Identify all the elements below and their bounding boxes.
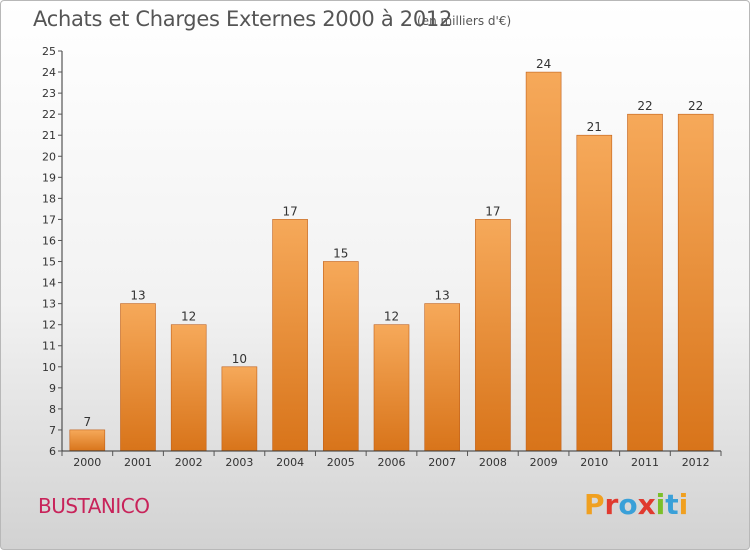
y-tick-label-14: 14 — [42, 277, 56, 290]
logo-letter: o — [618, 488, 638, 521]
bar-2012 — [677, 113, 714, 452]
x-tick-label-2008: 2008 — [479, 456, 507, 469]
logo-letter: r — [604, 488, 619, 521]
proxiti-logo[interactable]: Proxiti — [584, 488, 688, 521]
x-tick-label-2003: 2003 — [225, 456, 253, 469]
y-tick-label-7: 7 — [49, 424, 56, 437]
x-tick-label-2012: 2012 — [682, 456, 710, 469]
logo-letter: i — [655, 488, 666, 521]
bar-2011 — [627, 113, 663, 452]
x-tick-label-2011: 2011 — [631, 456, 659, 469]
data-label-2010: 21 — [587, 120, 602, 134]
x-tick-label-2005: 2005 — [327, 456, 355, 469]
y-tick-label-17: 17 — [42, 213, 56, 226]
y-tick-label-6: 6 — [49, 445, 56, 458]
bar-2000 — [69, 429, 106, 452]
chart-subtitle: (en milliers d'€) — [417, 14, 512, 28]
y-tick-label-12: 12 — [42, 319, 56, 332]
y-tick-label-24: 24 — [42, 66, 56, 79]
y-tick-label-15: 15 — [42, 256, 56, 269]
bar-2004 — [272, 219, 308, 452]
axes-group: 6 7 8 9 10 11 12 13 14 15 16 17 18 19 20 21 22 23 24 25 2000… — [42, 45, 722, 469]
y-tick-label-19: 19 — [42, 171, 56, 184]
data-label-2003: 10 — [232, 352, 247, 366]
data-label-2009: 24 — [536, 57, 551, 71]
logo-letter: i — [678, 488, 689, 521]
bar-2003 — [221, 366, 258, 452]
data-label-2001: 13 — [130, 289, 145, 303]
y-tick-label-25: 25 — [42, 45, 56, 58]
data-label-2008: 17 — [485, 204, 500, 218]
x-tick-label-2001: 2001 — [124, 456, 152, 469]
data-label-2000: 7 — [83, 415, 91, 429]
bar-2005 — [322, 261, 359, 452]
data-label-2007: 13 — [435, 289, 450, 303]
y-tick-label-20: 20 — [42, 150, 56, 163]
logo-letter: x — [637, 488, 656, 521]
x-tick-label-2004: 2004 — [276, 456, 304, 469]
data-label-2012: 22 — [688, 99, 703, 113]
logo-letter: P — [584, 488, 605, 521]
bar-2007 — [424, 303, 461, 452]
place-name: BUSTANICO — [38, 494, 150, 518]
y-tick-label-10: 10 — [42, 361, 56, 374]
data-label-2002: 12 — [181, 310, 196, 324]
logo-letter: t — [665, 488, 679, 521]
data-label-2006: 12 — [384, 310, 399, 324]
x-tick-label-2010: 2010 — [580, 456, 608, 469]
y-tick-label-22: 22 — [42, 108, 56, 121]
bars-group: 7 13 12 10 17 15 12 13 17 24 21 22 22 — [69, 57, 714, 452]
bar-2001 — [120, 303, 156, 452]
bar-2006 — [373, 324, 410, 452]
bar-2008 — [475, 219, 511, 452]
bar-2009 — [525, 71, 562, 452]
x-tick-label-2000: 2000 — [73, 456, 101, 469]
y-tick-label-18: 18 — [42, 192, 56, 205]
y-tick-label-8: 8 — [49, 403, 56, 416]
y-tick-label-9: 9 — [49, 382, 56, 395]
bar-2002 — [170, 324, 207, 452]
x-tick-label-2009: 2009 — [530, 456, 558, 469]
bar-2010 — [576, 134, 613, 452]
data-label-2011: 22 — [637, 99, 652, 113]
y-tick-label-21: 21 — [42, 129, 56, 142]
data-label-2004: 17 — [282, 204, 297, 218]
x-tick-label-2006: 2006 — [378, 456, 406, 469]
y-tick-label-13: 13 — [42, 298, 56, 311]
x-tick-label-2007: 2007 — [428, 456, 456, 469]
chart-title: Achats et Charges Externes 2000 à 2012 — [33, 7, 453, 31]
y-tick-label-16: 16 — [42, 234, 56, 247]
y-tick-label-23: 23 — [42, 87, 56, 100]
y-tick-label-11: 11 — [42, 340, 56, 353]
data-label-2005: 15 — [333, 247, 348, 261]
x-tick-label-2002: 2002 — [175, 456, 203, 469]
